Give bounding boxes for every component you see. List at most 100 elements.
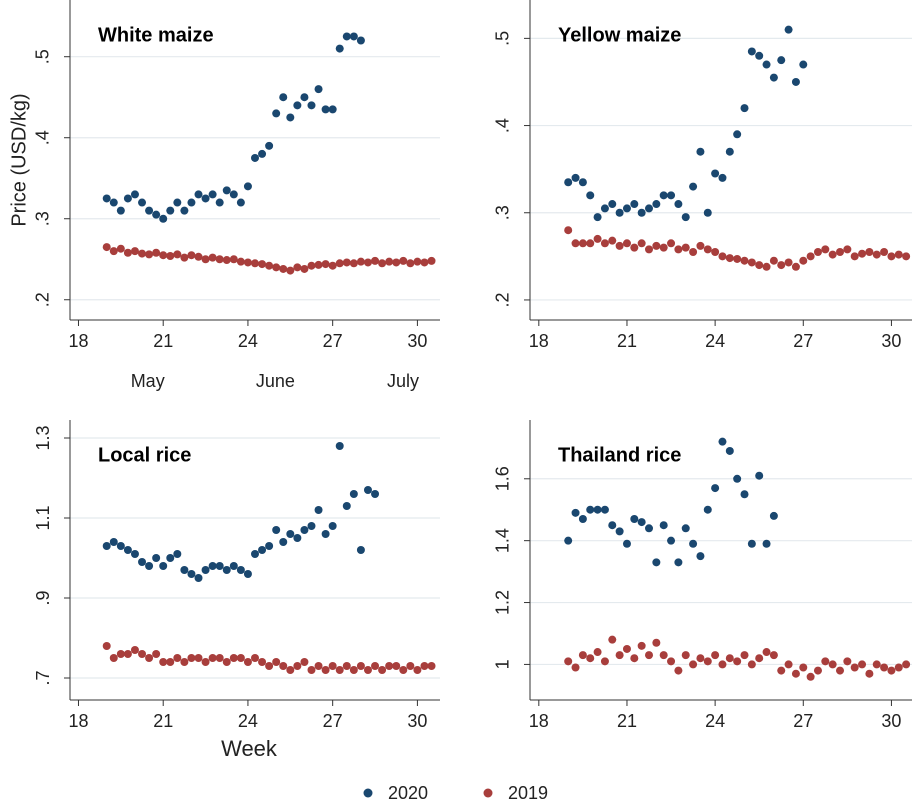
point [279,662,288,670]
x-tick-label: 30 [407,331,427,351]
point [622,644,631,653]
point [300,526,309,534]
point [272,658,281,666]
point [342,32,351,41]
point [349,490,358,498]
point [850,663,859,672]
point [102,542,111,550]
point [363,258,372,267]
point [578,515,587,524]
x-tick-label: 21 [617,711,637,731]
month-label: June [256,371,295,391]
point [777,56,786,65]
point [222,256,231,265]
point [187,251,196,260]
point [173,250,182,259]
point [740,256,749,265]
point [371,662,380,670]
point [399,666,408,674]
point [902,660,911,669]
point [335,442,344,450]
point [286,266,295,275]
point [187,198,196,207]
point [159,251,168,260]
point [769,511,778,520]
y-tick-label: .4 [33,130,53,145]
point [229,255,238,264]
point [243,570,252,578]
point [222,658,231,666]
point [349,259,358,268]
month-label: July [387,371,419,391]
point [392,662,401,670]
point [659,243,668,252]
point [740,651,749,660]
point [667,191,676,200]
month-label: May [131,371,165,391]
point [180,658,189,666]
point [725,254,734,263]
point [328,261,337,270]
point [109,654,118,662]
point [166,658,175,666]
point [335,666,344,674]
point [130,190,139,199]
x-tick-label: 24 [238,331,258,351]
point [718,173,727,182]
x-tick-label: 27 [323,331,343,351]
point [420,662,429,670]
y-tick-label: .4 [493,118,513,133]
point [777,261,786,270]
point [718,660,727,669]
point [215,198,224,207]
point [755,51,764,60]
point [356,257,365,266]
point [806,252,815,261]
point [159,562,168,570]
point [586,191,595,200]
point [836,247,845,256]
point [166,554,175,562]
point [806,672,815,681]
point [201,566,210,574]
point [307,522,316,530]
point [222,566,231,574]
point [571,663,580,672]
point [799,60,808,69]
point [821,657,830,666]
point [608,200,617,209]
point [201,194,210,203]
point [109,198,118,207]
point [711,651,720,660]
point [328,105,337,114]
point [571,173,580,182]
point [258,546,267,554]
point [342,662,351,670]
point [321,530,330,538]
point [652,638,661,647]
point [123,248,132,257]
y-tick-label: 1.1 [33,505,53,530]
point [711,169,720,178]
point [578,239,587,248]
y-tick-label: .3 [33,211,53,226]
point [300,264,309,273]
legend-label: 2020 [388,783,428,803]
point [173,654,182,662]
point [272,109,281,118]
point [593,234,602,243]
legend-label: 2019 [508,783,548,803]
point [564,178,573,187]
point [321,105,330,114]
point [645,651,654,660]
point [637,641,646,650]
point [363,666,372,674]
point [564,226,573,235]
panel-title: White maize [98,24,214,46]
point [138,249,147,258]
point [109,538,118,546]
point [116,542,125,550]
point [725,147,734,156]
point [173,198,182,207]
x-tick-label: 18 [529,331,549,351]
